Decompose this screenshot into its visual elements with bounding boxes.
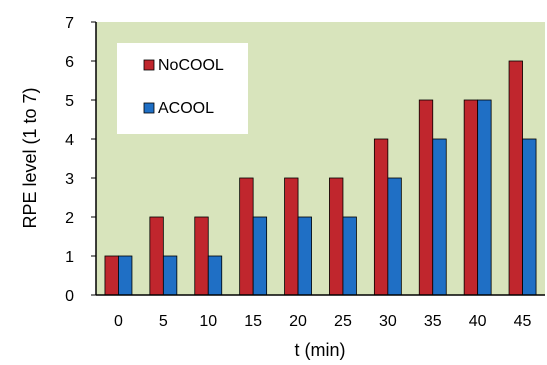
bar-acool-15: [252, 216, 268, 296]
y-ticks-group: 0 1 2 3 4 5 6 7: [65, 15, 96, 305]
bar-nocool-10: [194, 216, 209, 296]
bar-acool-35: [432, 138, 447, 296]
bar-acool-0: [118, 255, 133, 296]
x-tick-label: 10: [199, 313, 217, 330]
bar-nocool-20: [284, 177, 299, 296]
bar-nocool-25: [329, 177, 344, 296]
x-ticks-group: 0 5 10 15 20 25 30 35 40 45: [114, 313, 532, 330]
y-tick-label: 0: [65, 288, 74, 305]
x-tick-label: 20: [289, 313, 307, 330]
y-tick-label: 2: [65, 210, 74, 227]
bar-nocool-15: [239, 177, 254, 296]
x-tick-label: 45: [514, 313, 532, 330]
bar-acool-40: [477, 99, 492, 296]
x-tick-label: 5: [159, 313, 168, 330]
x-axis-title: t (min): [295, 340, 346, 360]
x-tick-label: 30: [379, 313, 397, 330]
x-tick-label: 25: [334, 313, 352, 330]
bar-nocool-45: [508, 60, 523, 296]
bar-nocool-40: [463, 99, 479, 296]
x-tick-label: 15: [244, 313, 262, 330]
legend-label-acool: ACOOL: [158, 100, 214, 117]
y-tick-label: 3: [65, 171, 74, 188]
legend-swatch-acool: [143, 102, 155, 114]
bar-nocool-35: [418, 99, 434, 296]
x-tick-label: 40: [469, 313, 487, 330]
legend: NoCOOL ACOOL: [117, 43, 248, 134]
bar-acool-5: [162, 255, 178, 296]
legend-swatch-nocool: [143, 59, 155, 71]
y-tick-label: 1: [65, 249, 74, 266]
y-tick-label: 6: [65, 54, 74, 71]
bar-nocool-30: [373, 138, 389, 296]
x-tick-label: 35: [424, 313, 442, 330]
y-axis-title: RPE level (1 to 7): [20, 87, 40, 228]
legend-box: [117, 43, 248, 134]
x-tick-label: 0: [114, 313, 123, 330]
bar-nocool-5: [149, 216, 164, 296]
y-tick-label: 7: [65, 15, 74, 32]
bar-acool-10: [207, 255, 223, 296]
y-tick-label: 5: [65, 93, 74, 110]
bar-acool-25: [342, 216, 357, 296]
bar-nocool-0: [104, 255, 119, 296]
bar-acool-45: [522, 138, 537, 296]
bar-acool-20: [297, 216, 312, 296]
legend-label-nocool: NoCOOL: [158, 57, 224, 74]
bar-acool-30: [387, 177, 402, 296]
y-tick-label: 4: [65, 132, 74, 149]
bars-group: [104, 60, 537, 296]
